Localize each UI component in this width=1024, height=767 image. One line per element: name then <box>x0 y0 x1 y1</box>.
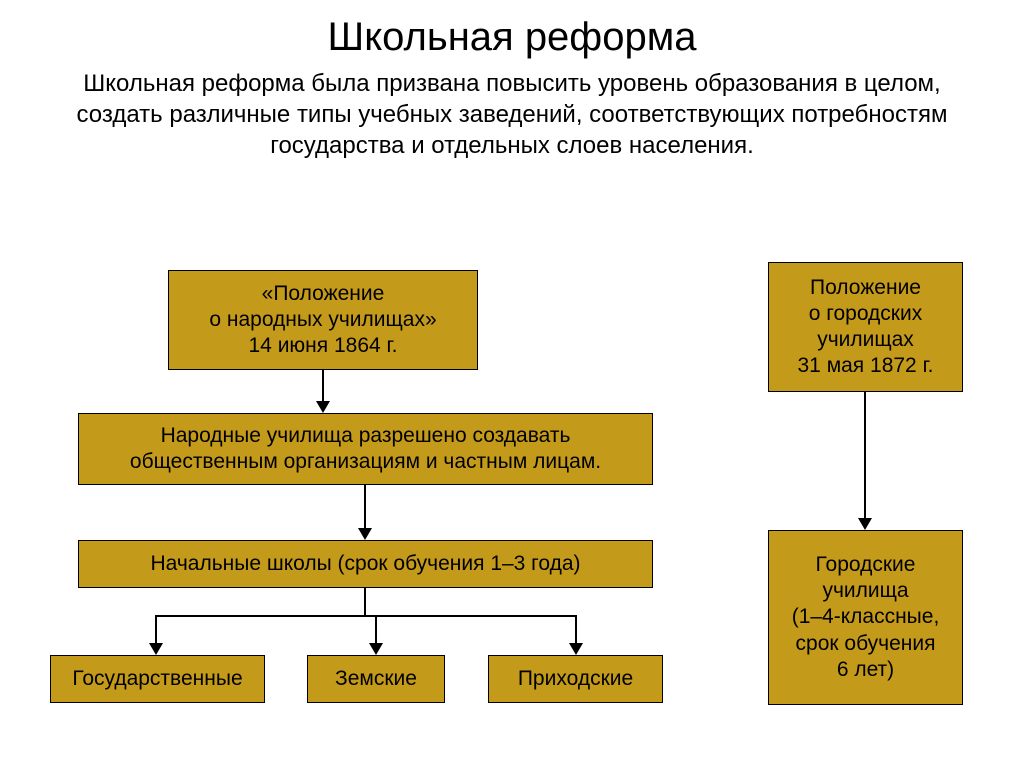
line-to-gos <box>155 615 157 645</box>
box-gos: Государственные <box>50 655 265 703</box>
arrow-1872-gorod <box>858 518 872 530</box>
box-nachalnye: Начальные школы (срок обучения 1–3 года) <box>78 540 653 588</box>
page-title: Школьная реформа <box>0 0 1024 60</box>
line-1864-narodnye <box>322 370 324 403</box>
box-zem: Земские <box>307 655 445 703</box>
arrow-narodnye-nachalnye <box>358 528 372 540</box>
box-narodnye: Народные училища разрешено создавать общ… <box>78 413 653 485</box>
box-gorod: Городскиеучилища(1–4-классные,срок обуче… <box>768 530 963 705</box>
line-to-zem <box>375 615 377 645</box>
line-1872-gorod <box>864 392 866 518</box>
line-to-prih <box>575 615 577 645</box>
box-decree-1864: «Положениео народных училищах»14 июня 18… <box>168 270 478 370</box>
arrow-1864-narodnye <box>316 401 330 413</box>
box-prih: Приходские <box>488 655 663 703</box>
page-subtitle: Школьная реформа была призвана повысить … <box>0 60 1024 162</box>
arrow-to-prih <box>569 643 583 655</box>
arrow-to-gos <box>149 643 163 655</box>
line-narodnye-nachalnye <box>364 485 366 530</box>
arrow-to-zem <box>369 643 383 655</box>
line-branch-horizontal <box>155 615 577 617</box>
box-decree-1872: Положениео городскихучилищах31 мая 1872 … <box>768 262 963 392</box>
line-branch-vert-main <box>364 588 366 616</box>
